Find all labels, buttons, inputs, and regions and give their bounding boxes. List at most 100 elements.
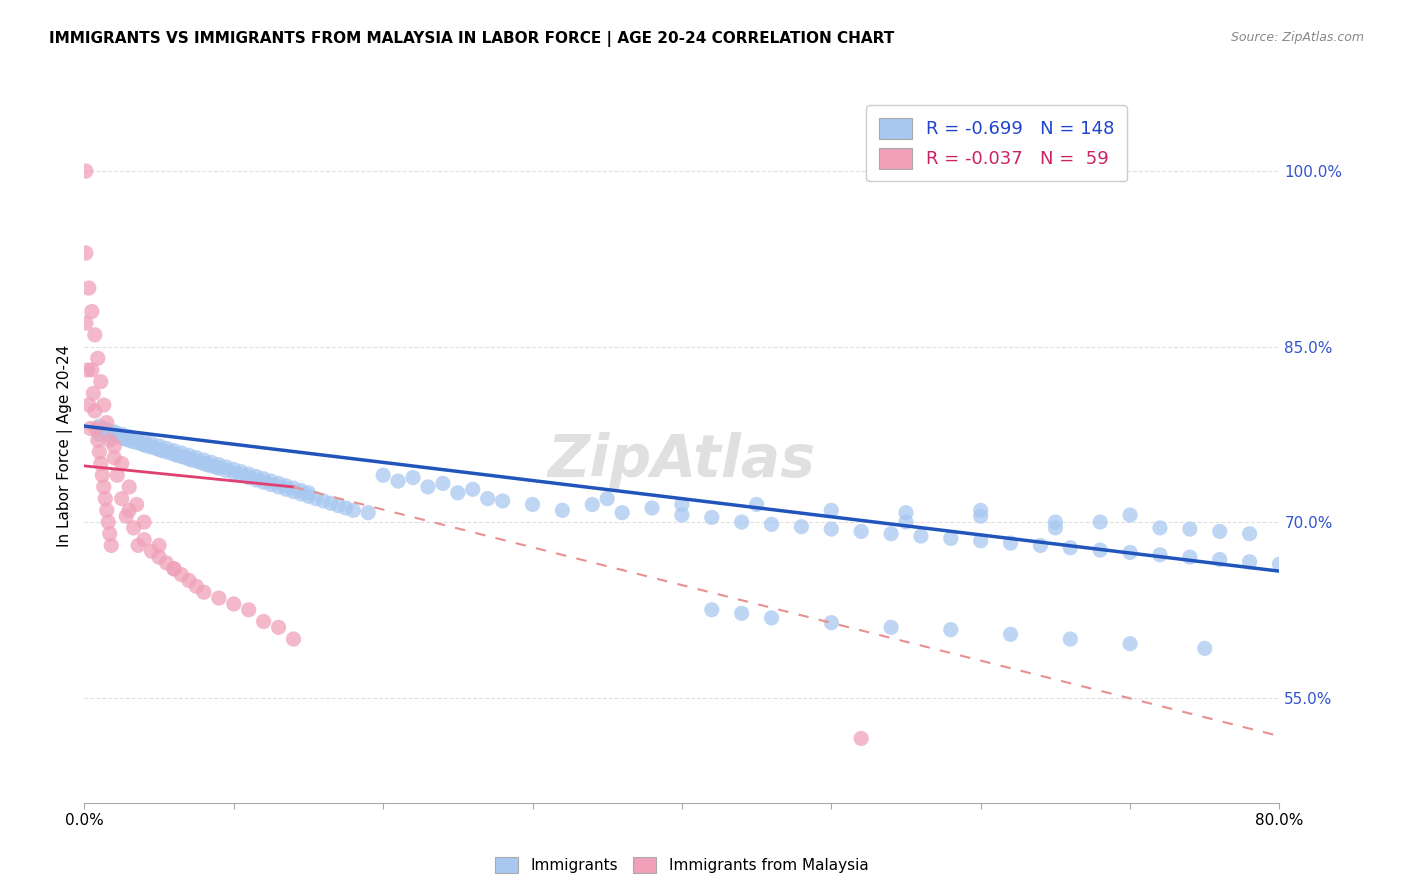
Point [98, 526, 121, 541]
Point [97, 515, 120, 529]
Point [125, 432, 148, 446]
Point [283, 484, 305, 499]
Point [111, 431, 134, 445]
Point [970, 509, 993, 524]
Point [186, 450, 208, 465]
Point [432, 476, 454, 491]
Point [1268, 557, 1291, 571]
Point [87, 351, 110, 366]
Point [267, 620, 290, 634]
Point [939, 532, 962, 546]
Point [163, 443, 186, 458]
Point [215, 464, 238, 478]
Point [75, 316, 97, 330]
Point [820, 503, 842, 517]
Point [245, 469, 267, 483]
Point [100, 538, 122, 552]
Point [77, 281, 100, 295]
Point [148, 442, 170, 457]
Point [170, 446, 193, 460]
Point [1149, 521, 1171, 535]
Point [761, 517, 783, 532]
Point [80, 304, 103, 318]
Point [75, 246, 97, 260]
Point [477, 491, 499, 506]
Point [894, 506, 917, 520]
Point [83, 404, 105, 418]
Point [820, 615, 842, 630]
Point [75, 164, 97, 178]
Point [335, 501, 357, 516]
Point [103, 425, 125, 439]
Point [461, 483, 484, 497]
Point [181, 453, 204, 467]
Point [820, 522, 842, 536]
Legend: Immigrants, Immigrants from Malaysia: Immigrants, Immigrants from Malaysia [488, 849, 876, 880]
Point [1045, 515, 1067, 529]
Point [105, 468, 128, 483]
Point [200, 458, 222, 473]
Point [267, 480, 290, 494]
Point [297, 489, 319, 503]
Point [222, 597, 245, 611]
Point [186, 454, 208, 468]
Point [238, 470, 260, 484]
Point [163, 562, 186, 576]
Point [1090, 543, 1112, 558]
Point [170, 450, 193, 464]
Point [290, 483, 312, 498]
Point [132, 438, 156, 452]
Point [731, 515, 754, 529]
Point [731, 607, 754, 621]
Point [177, 574, 200, 588]
Point [90, 375, 112, 389]
Point [82, 386, 104, 401]
Point [1059, 632, 1081, 646]
Point [193, 585, 215, 599]
Point [103, 450, 125, 465]
Point [387, 474, 409, 488]
Point [177, 448, 200, 462]
Point [93, 480, 115, 494]
Point [132, 533, 156, 547]
Point [305, 491, 328, 506]
Point [283, 481, 305, 495]
Point [1178, 550, 1201, 565]
Point [103, 439, 125, 453]
Point [319, 496, 342, 510]
Point [98, 433, 121, 447]
Point [160, 446, 183, 460]
Point [89, 427, 111, 442]
Point [1090, 515, 1112, 529]
Point [111, 427, 134, 442]
Point [141, 440, 163, 454]
Point [245, 473, 267, 487]
Point [671, 498, 693, 512]
Point [163, 562, 186, 576]
Point [1209, 524, 1232, 539]
Point [357, 506, 380, 520]
Point [880, 620, 903, 634]
Y-axis label: In Labor Force | Age 20-24: In Labor Force | Age 20-24 [58, 345, 73, 547]
Point [105, 428, 128, 442]
Point [612, 506, 634, 520]
Point [641, 501, 664, 516]
Point [215, 460, 238, 475]
Point [193, 453, 215, 467]
Point [551, 503, 574, 517]
Point [177, 451, 200, 466]
Point [1029, 538, 1052, 552]
Point [93, 398, 115, 412]
Point [195, 458, 218, 472]
Point [145, 442, 167, 456]
Point [141, 436, 163, 450]
Point [970, 503, 993, 517]
Point [100, 430, 122, 444]
Point [125, 435, 148, 450]
Point [77, 398, 100, 412]
Point [1000, 536, 1022, 550]
Point [148, 439, 170, 453]
Point [200, 455, 222, 469]
Point [148, 550, 170, 565]
Point [970, 533, 993, 548]
